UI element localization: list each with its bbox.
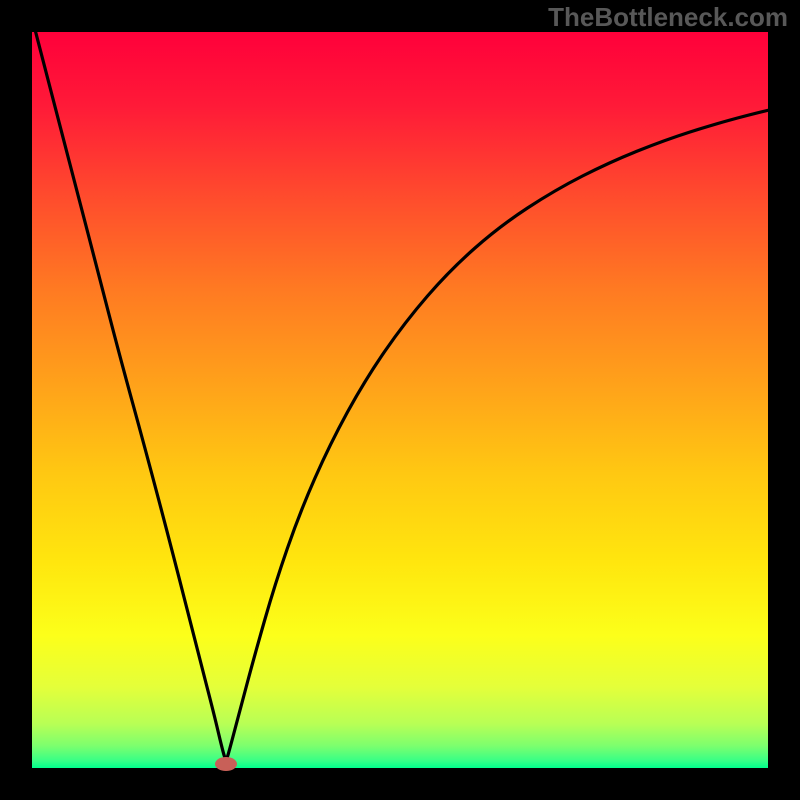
watermark-label: TheBottleneck.com (548, 2, 788, 33)
minimum-marker (215, 757, 237, 771)
bottleneck-curve (32, 18, 796, 759)
curve-layer (0, 0, 800, 800)
chart-container: TheBottleneck.com (0, 0, 800, 800)
